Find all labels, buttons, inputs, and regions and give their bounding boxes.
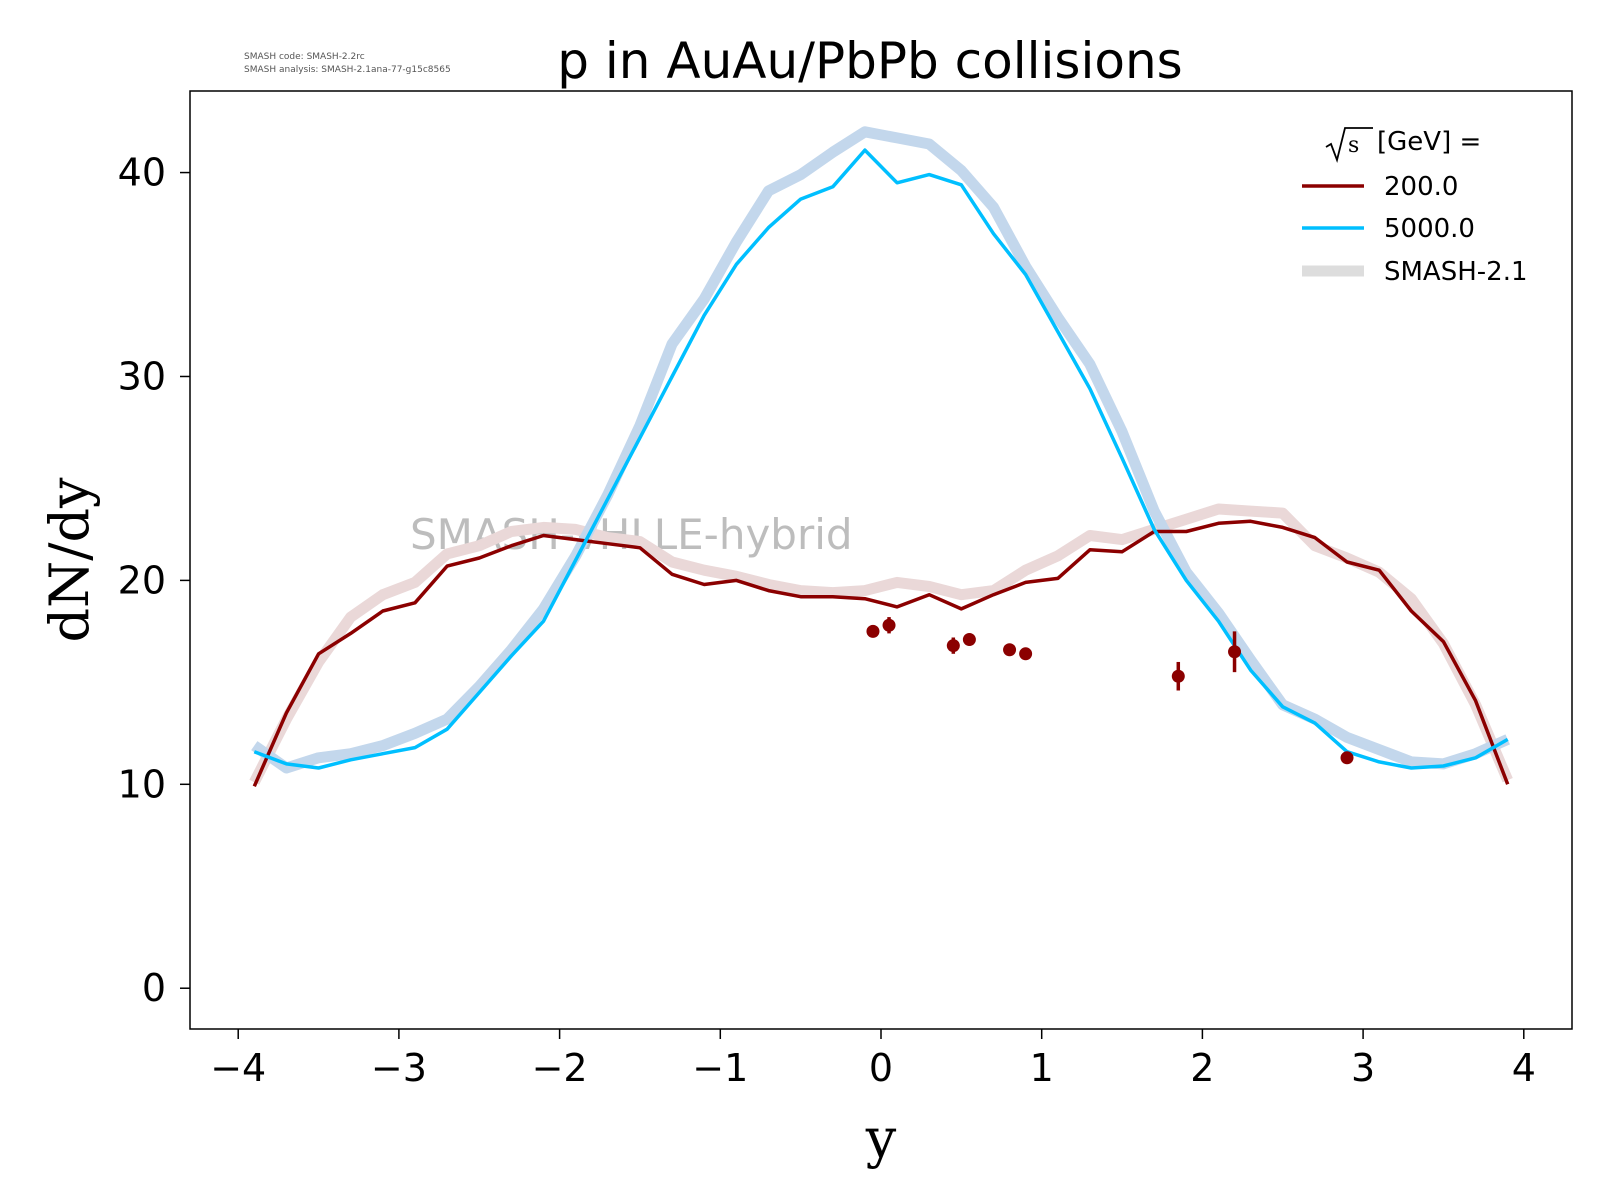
chart-title: p in AuAu/PbPb collisions [557, 32, 1182, 90]
legend-title-root: s [1348, 133, 1359, 158]
legend-label-200: 200.0 [1384, 172, 1458, 202]
data-point [1019, 647, 1033, 661]
series-line-smash-200 [249, 503, 1513, 785]
y-tick-label: 0 [142, 966, 166, 1010]
x-tick-label: 4 [1512, 1046, 1536, 1090]
x-tick-label: 3 [1351, 1046, 1375, 1090]
x-tick-label: 0 [869, 1046, 893, 1090]
series-line-smash-5000 [251, 126, 1510, 774]
data-point [962, 633, 976, 647]
y-tick-label: 10 [118, 762, 166, 806]
x-axis: −4 −3 −2 −1 0 1 2 3 4 [210, 1029, 1536, 1090]
data-points [866, 617, 1354, 765]
data-point [1003, 643, 1017, 657]
series-group [249, 126, 1513, 788]
x-tick-label: 1 [1030, 1046, 1054, 1090]
meta-line-analysis: SMASH analysis: SMASH-2.1ana-77-g15c8565 [244, 65, 451, 75]
x-tick-label: −1 [692, 1046, 748, 1090]
series-line-5000 [253, 148, 1509, 770]
data-point [882, 618, 896, 632]
meta-line-code: SMASH code: SMASH-2.2rc [244, 52, 365, 62]
x-axis-label: y [865, 1107, 897, 1170]
y-tick-label: 40 [118, 151, 166, 195]
watermark: SMASH-vHLLE-hybrid [410, 510, 853, 559]
y-axis-label: dN/dy [38, 477, 101, 643]
data-point [866, 624, 880, 638]
legend-label-smash: SMASH-2.1 [1384, 257, 1528, 287]
legend-title: s [GeV] = [1325, 127, 1481, 164]
legend: s [GeV] = 200.0 5000.0 SMASH-2.1 [1302, 127, 1528, 287]
legend-label-5000: 5000.0 [1384, 214, 1475, 244]
x-tick-label: −2 [532, 1046, 588, 1090]
sqrt-symbol [1325, 127, 1373, 164]
x-tick-label: −3 [371, 1046, 427, 1090]
x-tick-label: 2 [1190, 1046, 1214, 1090]
legend-title-text: [GeV] = [1377, 127, 1481, 157]
data-point [1228, 645, 1242, 659]
y-tick-label: 30 [118, 354, 166, 398]
series-line-200 [252, 519, 1510, 788]
x-tick-label: −4 [210, 1046, 266, 1090]
y-tick-label: 20 [118, 558, 166, 602]
data-point [1171, 669, 1185, 683]
meta-info: SMASH code: SMASH-2.2rc SMASH analysis: … [244, 52, 451, 75]
data-point [1340, 751, 1354, 765]
data-point [946, 639, 960, 653]
y-axis: 0 10 20 30 40 [118, 151, 190, 1010]
